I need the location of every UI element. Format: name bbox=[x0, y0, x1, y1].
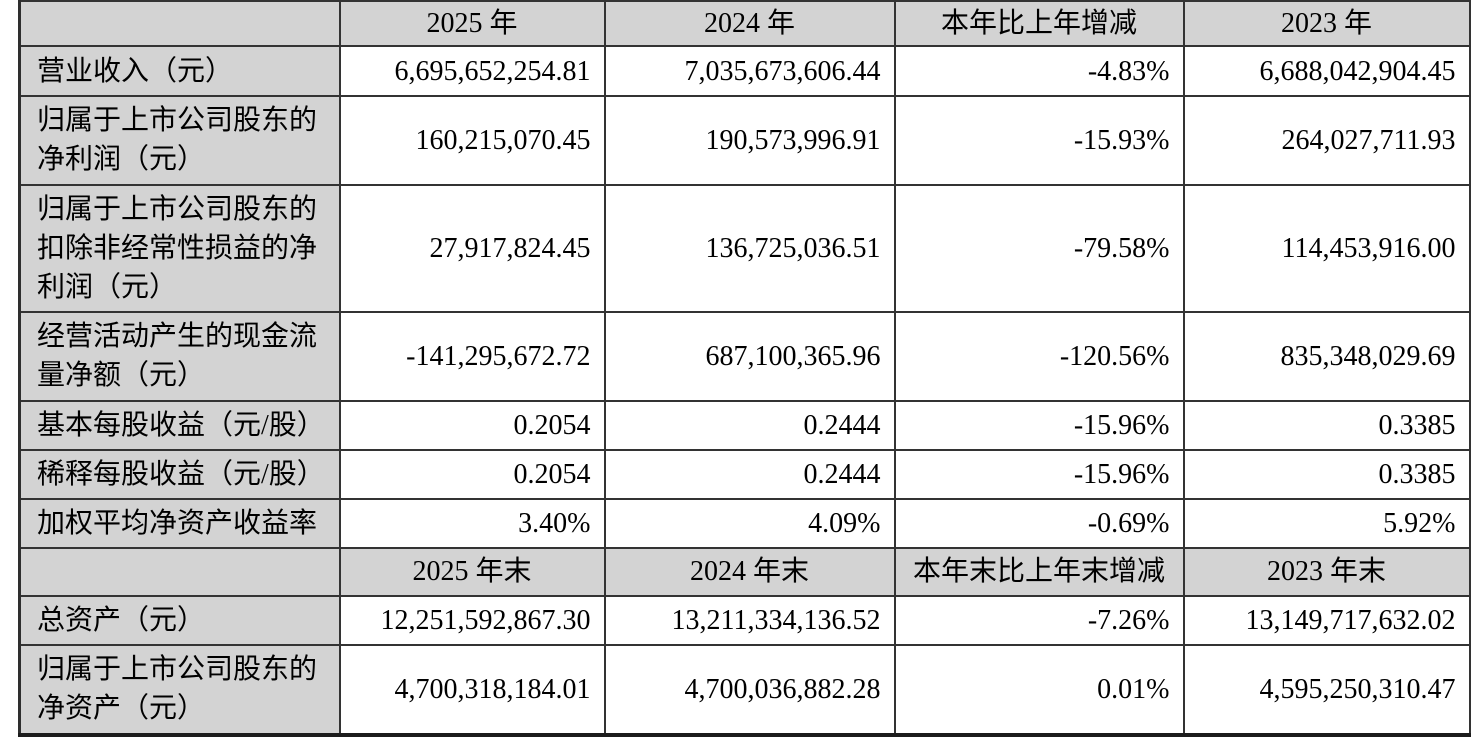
header-blank-cell bbox=[18, 547, 341, 598]
table-header-annual: 2025 年 2024 年 本年比上年增减 2023 年 bbox=[18, 0, 1471, 48]
table-row-basic-eps: 基本每股收益（元/股） 0.2054 0.2444 -15.96% 0.3385 bbox=[18, 399, 1471, 451]
value-change: 0.01% bbox=[893, 644, 1185, 736]
header-2023: 2023 年 bbox=[1182, 0, 1471, 48]
value-change: -120.56% bbox=[893, 311, 1185, 402]
header-2025: 2025 年 bbox=[338, 0, 606, 48]
value-2024: 13,211,334,136.52 bbox=[603, 595, 896, 647]
value-2023: 13,149,717,632.02 bbox=[1182, 595, 1471, 647]
metric-label: 稀释每股收益（元/股） bbox=[18, 448, 341, 500]
value-2023: 264,027,711.93 bbox=[1182, 95, 1471, 186]
value-2023: 4,595,250,310.47 bbox=[1182, 644, 1471, 736]
value-2025: 6,695,652,254.81 bbox=[338, 45, 606, 98]
value-2024: 687,100,365.96 bbox=[603, 311, 896, 402]
metric-label: 归属于上市公司股东的净利润（元） bbox=[18, 95, 341, 186]
header-2024: 2024 年 bbox=[603, 0, 896, 48]
metric-label: 基本每股收益（元/股） bbox=[18, 399, 341, 451]
value-2023: 0.3385 bbox=[1182, 448, 1471, 500]
value-2024: 136,725,036.51 bbox=[603, 183, 896, 314]
value-2023: 114,453,916.00 bbox=[1182, 183, 1471, 314]
table-row-net-profit: 归属于上市公司股东的净利润（元） 160,215,070.45 190,573,… bbox=[18, 95, 1471, 186]
value-2025: 4,700,318,184.01 bbox=[338, 644, 606, 736]
value-2023: 835,348,029.69 bbox=[1182, 311, 1471, 402]
value-change: -7.26% bbox=[893, 595, 1185, 647]
value-2025: 0.2054 bbox=[338, 448, 606, 500]
table-row-weighted-avg-roe: 加权平均净资产收益率 3.40% 4.09% -0.69% 5.92% bbox=[18, 497, 1471, 550]
value-change: -15.93% bbox=[893, 95, 1185, 186]
table-header-yearend: 2025 年末 2024 年末 本年末比上年末增减 2023 年末 bbox=[18, 547, 1471, 598]
value-2025: 3.40% bbox=[338, 497, 606, 550]
metric-label: 加权平均净资产收益率 bbox=[18, 497, 341, 550]
value-2024: 0.2444 bbox=[603, 399, 896, 451]
header-yearend-change: 本年末比上年末增减 bbox=[893, 547, 1185, 598]
value-change: -0.69% bbox=[893, 497, 1185, 550]
table-row-diluted-eps: 稀释每股收益（元/股） 0.2054 0.2444 -15.96% 0.3385 bbox=[18, 448, 1471, 500]
table-row-net-profit-excl-nonrecurring: 归属于上市公司股东的扣除非经常性损益的净利润（元） 27,917,824.45 … bbox=[18, 183, 1471, 314]
value-2023: 0.3385 bbox=[1182, 399, 1471, 451]
table-row-total-assets: 总资产（元） 12,251,592,867.30 13,211,334,136.… bbox=[18, 595, 1471, 647]
metric-label: 营业收入（元） bbox=[18, 45, 341, 98]
value-2025: 0.2054 bbox=[338, 399, 606, 451]
value-2024: 4.09% bbox=[603, 497, 896, 550]
table-row-net-assets: 归属于上市公司股东的净资产（元） 4,700,318,184.01 4,700,… bbox=[18, 644, 1471, 736]
value-2024: 0.2444 bbox=[603, 448, 896, 500]
header-2023-yearend: 2023 年末 bbox=[1182, 547, 1471, 598]
metric-label: 归属于上市公司股东的净资产（元） bbox=[18, 644, 341, 736]
header-blank-cell bbox=[18, 0, 341, 48]
value-2025: 27,917,824.45 bbox=[338, 183, 606, 314]
financial-summary: 2025 年 2024 年 本年比上年增减 2023 年 营业收入（元） 6,6… bbox=[18, 0, 1471, 737]
metric-label: 经营活动产生的现金流量净额（元） bbox=[18, 311, 341, 402]
value-2025: 12,251,592,867.30 bbox=[338, 595, 606, 647]
financial-summary-table: 2025 年 2024 年 本年比上年增减 2023 年 营业收入（元） 6,6… bbox=[18, 0, 1471, 737]
value-change: -79.58% bbox=[893, 183, 1185, 314]
value-2023: 5.92% bbox=[1182, 497, 1471, 550]
table-row-operating-cash-flow: 经营活动产生的现金流量净额（元） -141,295,672.72 687,100… bbox=[18, 311, 1471, 402]
value-change: -15.96% bbox=[893, 448, 1185, 500]
value-2025: 160,215,070.45 bbox=[338, 95, 606, 186]
metric-label: 总资产（元） bbox=[18, 595, 341, 647]
value-change: -4.83% bbox=[893, 45, 1185, 98]
value-2024: 4,700,036,882.28 bbox=[603, 644, 896, 736]
value-2025: -141,295,672.72 bbox=[338, 311, 606, 402]
value-2024: 190,573,996.91 bbox=[603, 95, 896, 186]
header-2025-yearend: 2025 年末 bbox=[338, 547, 606, 598]
header-2024-yearend: 2024 年末 bbox=[603, 547, 896, 598]
metric-label: 归属于上市公司股东的扣除非经常性损益的净利润（元） bbox=[18, 183, 341, 314]
value-change: -15.96% bbox=[893, 399, 1185, 451]
value-2024: 7,035,673,606.44 bbox=[603, 45, 896, 98]
table-row-revenue: 营业收入（元） 6,695,652,254.81 7,035,673,606.4… bbox=[18, 45, 1471, 98]
header-yoy-change: 本年比上年增减 bbox=[893, 0, 1185, 48]
value-2023: 6,688,042,904.45 bbox=[1182, 45, 1471, 98]
